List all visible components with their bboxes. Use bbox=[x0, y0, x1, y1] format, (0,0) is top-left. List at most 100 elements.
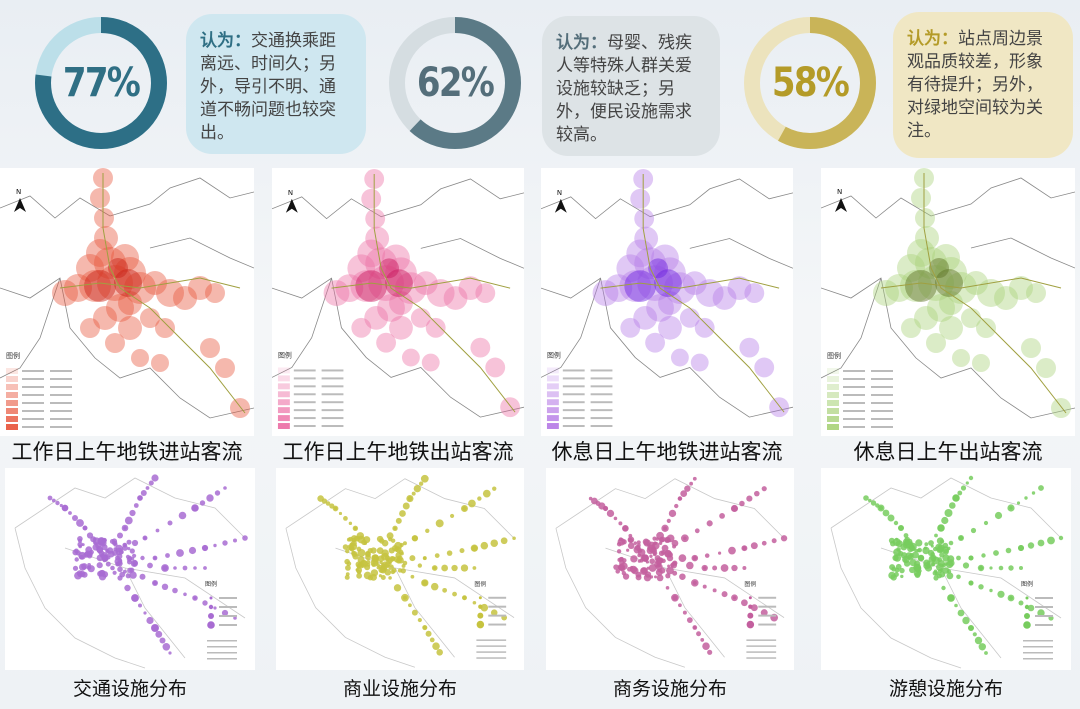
stat-bubble: 认为：站点周边景观品质较差，形象有待提升；另外，对绿地空间较为关注。 bbox=[893, 12, 1073, 158]
facility-dot bbox=[168, 651, 172, 655]
facility-dot bbox=[761, 486, 767, 492]
legend-line bbox=[871, 370, 893, 372]
heat-blob bbox=[885, 274, 913, 302]
facility-dot bbox=[143, 536, 147, 540]
facility-dot bbox=[900, 574, 904, 579]
facility-dot bbox=[618, 537, 623, 542]
legend-line bbox=[321, 393, 344, 396]
facility-dot bbox=[391, 545, 399, 552]
facility-dot bbox=[728, 546, 736, 555]
legend-line bbox=[590, 385, 613, 388]
heat-blob bbox=[323, 280, 350, 306]
heatmap-map: N 图例 bbox=[541, 169, 793, 429]
facility-dot bbox=[933, 575, 939, 581]
legend-line bbox=[1035, 624, 1053, 626]
heat-blob bbox=[443, 286, 468, 310]
facility-dot bbox=[909, 541, 913, 545]
facility-dot bbox=[343, 516, 348, 521]
facility-dot bbox=[903, 540, 909, 546]
heat-blob bbox=[634, 208, 655, 229]
facility-dot bbox=[206, 494, 214, 502]
legend-line bbox=[207, 640, 237, 642]
district-boundary bbox=[821, 177, 1075, 419]
facility-dot bbox=[203, 566, 207, 570]
facility-dot bbox=[942, 567, 950, 574]
legend-line bbox=[293, 401, 316, 404]
facility-dot bbox=[780, 535, 788, 542]
heat-blob bbox=[915, 208, 935, 228]
legend-dot bbox=[209, 596, 213, 600]
facility-dot bbox=[182, 565, 188, 571]
legend-line bbox=[321, 401, 344, 404]
ring-arc bbox=[744, 17, 876, 149]
facility-dot bbox=[1008, 565, 1014, 571]
facility-dot bbox=[421, 579, 429, 587]
facility-panel-4: 图例 bbox=[821, 468, 1071, 670]
facility-dot bbox=[413, 484, 422, 493]
facility-dot bbox=[635, 574, 642, 581]
facility-dot bbox=[739, 500, 745, 507]
heat-blob bbox=[118, 316, 142, 340]
facility-dot bbox=[637, 559, 642, 563]
heat-blob bbox=[1009, 276, 1033, 300]
heat-blob bbox=[769, 397, 790, 418]
facility-dot bbox=[451, 564, 458, 572]
heat-blob bbox=[727, 276, 752, 301]
legend-swatch bbox=[6, 408, 18, 414]
heat-blob bbox=[1021, 338, 1041, 358]
facility-dot bbox=[682, 610, 687, 615]
facility-dot bbox=[914, 572, 921, 578]
heat-blob bbox=[592, 280, 619, 306]
legend-line bbox=[871, 410, 893, 412]
facility-dot bbox=[162, 643, 171, 651]
facility-caption: 商务设施分布 bbox=[612, 678, 727, 700]
legend-dot bbox=[208, 613, 214, 619]
heat-blob bbox=[475, 283, 496, 303]
legend-title: 图例 bbox=[205, 580, 217, 588]
facility-dot bbox=[615, 569, 621, 574]
facility-dot bbox=[702, 642, 710, 650]
heat-blob bbox=[651, 244, 679, 273]
ring-graphic bbox=[35, 17, 167, 149]
facility-dot bbox=[402, 541, 407, 546]
facility-dot bbox=[887, 514, 895, 522]
metro-line bbox=[600, 277, 780, 289]
facility-dot bbox=[359, 559, 368, 568]
facility-dot bbox=[381, 539, 389, 547]
legend-swatch bbox=[827, 392, 839, 398]
facility-dot bbox=[978, 584, 984, 590]
heat-blob bbox=[927, 294, 955, 322]
legend-title: 图例 bbox=[474, 580, 486, 588]
facility-dot bbox=[76, 519, 84, 527]
facility-dot bbox=[642, 555, 648, 561]
facility-dot bbox=[127, 559, 132, 565]
facility-dot bbox=[356, 572, 363, 579]
heatmap-map: N 图例 bbox=[272, 169, 524, 429]
legend-line bbox=[843, 426, 865, 428]
facility-dot bbox=[983, 520, 989, 526]
stat-bubble: 认为：交通换乘距离远、时间久；另外，导引不明、通道不畅问题也较突出。 bbox=[186, 14, 366, 154]
heat-blob bbox=[114, 257, 146, 289]
heat-blob bbox=[364, 305, 389, 330]
heat-blob bbox=[972, 354, 990, 372]
facility-dot bbox=[636, 543, 641, 548]
facility-dot bbox=[686, 617, 693, 623]
facility-dot bbox=[379, 560, 383, 564]
legend-line bbox=[1035, 597, 1053, 599]
legend-line bbox=[1035, 606, 1053, 608]
heat-blob bbox=[634, 247, 667, 280]
facility-dot bbox=[173, 566, 177, 570]
facility-dot bbox=[61, 504, 69, 512]
heat-blob bbox=[616, 254, 645, 283]
facility-dot bbox=[927, 549, 935, 557]
heat-blob bbox=[900, 270, 932, 302]
facility-dot bbox=[408, 603, 412, 608]
heat-blob bbox=[964, 271, 988, 295]
facility-dot bbox=[674, 503, 679, 509]
facility-dot bbox=[888, 537, 895, 544]
legend-line bbox=[476, 639, 507, 641]
legend-line bbox=[293, 369, 316, 372]
facility-dot bbox=[161, 583, 169, 590]
facility-dot bbox=[665, 573, 671, 579]
facility-dot bbox=[613, 564, 619, 570]
